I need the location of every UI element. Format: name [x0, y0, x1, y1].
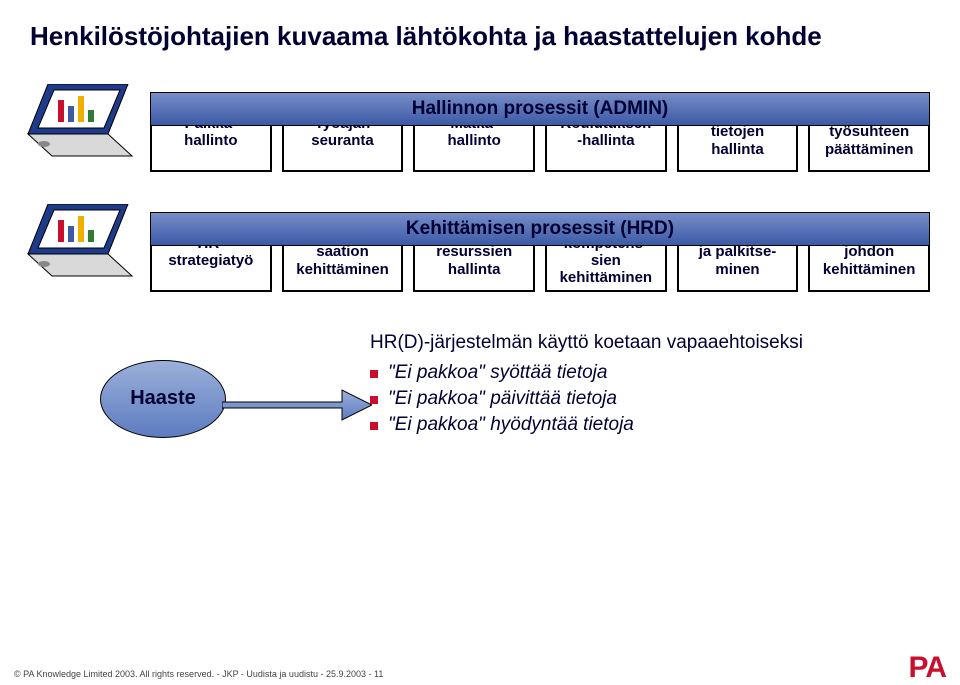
admin-block: Hallinnon prosessit (ADMIN) Palkka-halli… [30, 92, 930, 172]
arrow-icon [222, 380, 372, 430]
admin-bar: Hallinnon prosessit (ADMIN) [150, 92, 930, 126]
laptop-icon [24, 84, 134, 162]
hrd-bar: Kehittämisen prosessit (HRD) [150, 212, 930, 246]
haaste-bullet: "Ei pakkoa" päivittää tietoja [370, 388, 950, 410]
haaste-bubble: Haaste [100, 360, 226, 438]
haaste-bullet: "Ei pakkoa" syöttää tietoja [370, 362, 950, 384]
footer: © PA Knowledge Limited 2003. All rights … [0, 657, 960, 680]
haaste-lead: HR(D)-järjestelmän käyttö koetaan vapaae… [370, 332, 950, 354]
copyright: © PA Knowledge Limited 2003. All rights … [14, 669, 383, 679]
page-title: Henkilöstöjohtajien kuvaama lähtökohta j… [30, 22, 930, 52]
laptop-icon [24, 204, 134, 282]
hrd-block: Kehittämisen prosessit (HRD) HR-strategi… [30, 212, 930, 292]
logo: PA [909, 657, 946, 680]
haaste-text: HR(D)-järjestelmän käyttö koetaan vapaae… [370, 332, 950, 440]
haaste-bullet: "Ei pakkoa" hyödyntää tietoja [370, 414, 950, 436]
